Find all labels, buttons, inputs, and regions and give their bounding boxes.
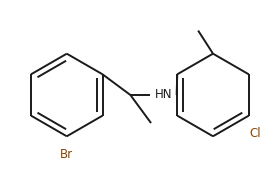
Text: HN: HN — [155, 88, 172, 102]
Text: Br: Br — [60, 148, 73, 161]
Text: Cl: Cl — [250, 127, 261, 140]
